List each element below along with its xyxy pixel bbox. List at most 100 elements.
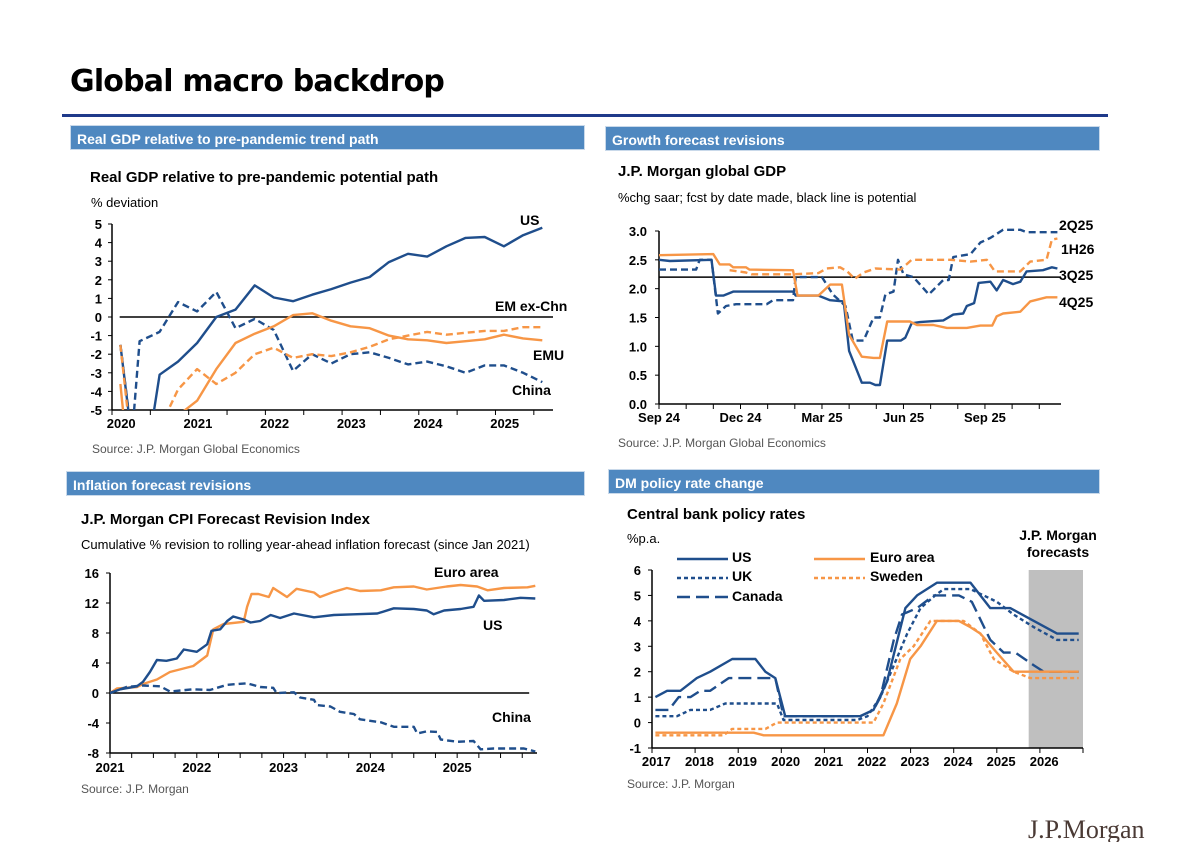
- y-tick-label: 4: [92, 656, 100, 671]
- chart1-title: Real GDP relative to pre-pandemic potent…: [90, 169, 439, 186]
- section-header-growth-revisions: Growth forecast revisions: [605, 126, 1100, 151]
- y-tick-label: -5: [90, 403, 102, 418]
- x-tick-label: 2023: [269, 760, 298, 775]
- y-tick-label: 6: [634, 563, 641, 578]
- chart1-ylabel: % deviation: [91, 195, 159, 210]
- y-tick-label: 4: [95, 236, 103, 251]
- y-tick-label: 2: [95, 273, 102, 288]
- legend-label-euro-area: Euro area: [870, 549, 935, 565]
- y-tick-label: 1: [95, 291, 102, 306]
- y-tick-label: -2: [90, 347, 102, 362]
- x-tick-label: 2024: [944, 754, 974, 769]
- y-tick-label: -4: [87, 716, 99, 731]
- chart4-title: Central bank policy rates: [627, 506, 806, 523]
- y-tick-label: 1: [634, 690, 641, 705]
- chart1: -5 -4 -3 -2 -1 0 1 2 3 4 5 2020 2021 2022 2023 2024 2025: [90, 217, 553, 431]
- y-tick-label: -3: [90, 366, 102, 381]
- series-line-canada: [655, 594, 1079, 718]
- legend-label-us: US: [732, 549, 752, 565]
- y-tick-label: 2: [634, 665, 641, 680]
- x-tick-label: 2024: [356, 760, 386, 775]
- x-tick-label: 2018: [685, 754, 714, 769]
- series-line-euro-area: [655, 619, 1079, 737]
- jpmorgan-logo: J.P.Morgan: [1028, 812, 1145, 842]
- y-tick-label: -1: [629, 741, 641, 756]
- chart3-source: Source: J.P. Morgan: [81, 782, 189, 796]
- y-tick-label: 4: [634, 614, 642, 629]
- series-line-china: [110, 682, 536, 753]
- chart1-label-em-ex-chn: EM ex-Chn: [495, 298, 568, 314]
- x-tick-label: 2025: [490, 416, 519, 431]
- x-tick-label: 2021: [183, 416, 212, 431]
- y-tick-label: 1.5: [629, 311, 647, 326]
- chart3-label-china: China: [492, 709, 531, 725]
- chart4: -1 0 1 2 3 4 5 6 2017 2018 2019 2020 2021 2022 2023 202…: [629, 557, 1084, 769]
- series-line-4q25: [659, 252, 1058, 360]
- y-tick-label: -1: [90, 329, 102, 344]
- title-divider: [62, 114, 1108, 117]
- series-line-emu: [119, 312, 543, 410]
- forecast-shading: [1028, 570, 1083, 748]
- chart2-label-1h26: 1H26: [1061, 241, 1095, 257]
- legend-label-sweden: Sweden: [870, 568, 923, 584]
- series-line-us: [119, 226, 543, 410]
- y-tick-label: 0.5: [629, 368, 647, 383]
- series-line-uk: [655, 587, 1079, 722]
- chart1-source: Source: J.P. Morgan Global Economics: [92, 442, 300, 456]
- x-tick-label: Sep 25: [964, 410, 1006, 425]
- chart4-ylabel: %p.a.: [627, 531, 661, 546]
- y-tick-label: 0: [95, 310, 102, 325]
- series-line-1h26: [729, 237, 1058, 281]
- section-header-gdp-trend: Real GDP relative to pre-pandemic trend …: [70, 125, 585, 150]
- x-tick-label: 2021: [814, 754, 843, 769]
- chart2-title: J.P. Morgan global GDP: [618, 163, 787, 180]
- x-tick-label: 2023: [900, 754, 929, 769]
- y-tick-label: 3: [95, 254, 102, 269]
- chart3: -8 -4 0 4 8 12 16 2021 2022 2023 2024 2025: [85, 566, 537, 775]
- x-tick-label: 2020: [771, 754, 800, 769]
- chart1-label-us: US: [520, 212, 540, 228]
- section-header-inflation-revisions: Inflation forecast revisions: [66, 471, 585, 496]
- x-tick-label: Jun 25: [883, 410, 924, 425]
- y-tick-label: 0: [92, 686, 99, 701]
- chart2-source: Source: J.P. Morgan Global Economics: [618, 436, 826, 450]
- series-line-euro-area: [110, 583, 536, 695]
- x-tick-label: 2019: [728, 754, 757, 769]
- y-tick-label: 5: [95, 217, 102, 232]
- y-tick-label: 1.0: [629, 339, 647, 354]
- chart3-title: J.P. Morgan CPI Forecast Revision Index: [81, 511, 370, 528]
- series-line-2q25: [659, 228, 1058, 342]
- x-tick-label: 2024: [414, 416, 444, 431]
- x-tick-label: 2025: [987, 754, 1016, 769]
- chart2-label-2q25: 2Q25: [1059, 217, 1094, 233]
- chart3-label-euro-area: Euro area: [434, 564, 499, 580]
- chart2-subtitle: %chg saar; fcst by date made, black line…: [618, 190, 917, 205]
- y-tick-label: 2.5: [629, 253, 647, 268]
- x-tick-label: 2022: [857, 754, 886, 769]
- y-tick-label: 8: [92, 626, 99, 641]
- x-tick-label: 2020: [107, 416, 136, 431]
- series-line-us: [110, 594, 536, 695]
- y-tick-label: 3: [634, 639, 641, 654]
- chart2: 0.0 0.5 1.0 1.5 2.0 2.5 3.0 Sep 24 Dec 24 Mar 25 J…: [629, 224, 1061, 425]
- chart1-label-emu: EMU: [533, 347, 565, 363]
- x-tick-label: 2026: [1030, 754, 1059, 769]
- chart3-subtitle: Cumulative % revision to rolling year-ah…: [81, 537, 530, 552]
- section-header-policy-rates: DM policy rate change: [608, 469, 1100, 494]
- legend-label-uk: UK: [732, 568, 753, 584]
- series-line-sweden: [655, 619, 1079, 737]
- series-line-em-ex-chn: [119, 326, 543, 410]
- chart1-label-china: China: [512, 382, 551, 398]
- y-tick-label: -4: [90, 384, 102, 399]
- logo-text: J.P.Morgan: [1028, 815, 1145, 842]
- y-tick-label: 12: [85, 596, 99, 611]
- y-tick-label: -8: [87, 746, 99, 761]
- slide-title: Global macro backdrop: [70, 64, 445, 99]
- chart2-label-4q25: 4Q25: [1059, 294, 1094, 310]
- y-tick-label: 5: [634, 588, 641, 603]
- chart4-source: Source: J.P. Morgan: [627, 777, 735, 791]
- y-tick-label: 16: [85, 566, 99, 581]
- x-tick-label: 2017: [642, 754, 671, 769]
- x-tick-label: Sep 24: [638, 410, 681, 425]
